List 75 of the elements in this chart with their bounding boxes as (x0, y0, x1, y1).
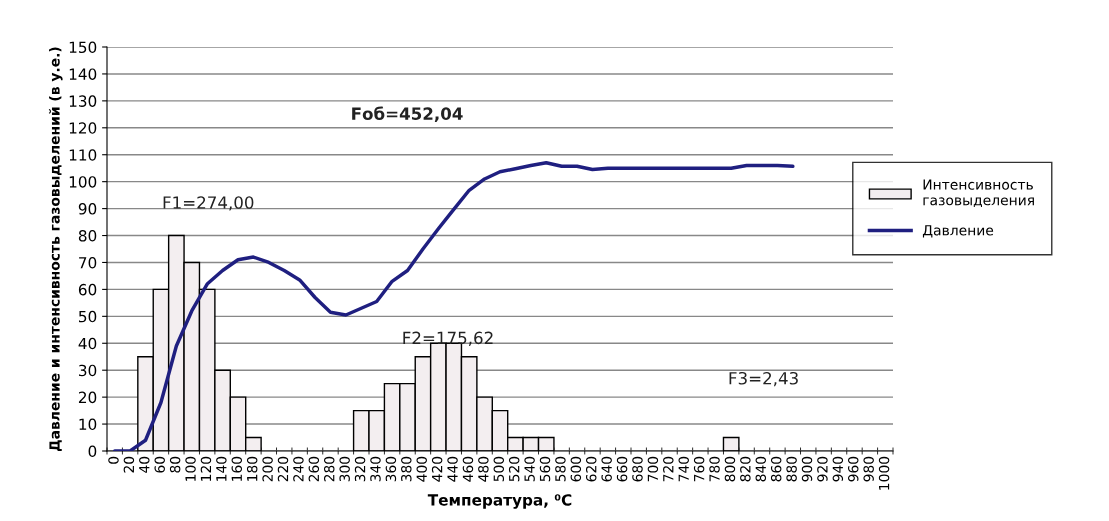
x-tick-label: 500 (493, 456, 505, 482)
x-tick-label: 40 (139, 456, 150, 473)
x-tick-label: 100 (185, 456, 196, 481)
x-tick-label: 700 (647, 456, 659, 482)
y-tick-label: 20 (78, 391, 97, 404)
x-tick-label: 280 (323, 456, 335, 482)
x-tick-label: 400 (416, 456, 427, 482)
x-tick-label: 840 (755, 456, 767, 482)
x-tick-label: 320 (354, 456, 366, 482)
x-tick-label: 740 (678, 456, 689, 482)
x-tick-label: 120 (200, 456, 212, 481)
x-tick-label: 260 (308, 456, 320, 482)
annotation: F1=274,00 (163, 196, 254, 211)
x-tick-label: 60 (154, 456, 165, 473)
x-tick-label: 980 (863, 456, 874, 482)
x-tick-label: 460 (462, 456, 474, 482)
y-tick-label: 120 (69, 122, 97, 134)
y-tick-label: 110 (69, 149, 97, 161)
y-tick-label: 100 (69, 176, 97, 188)
x-tick-label: 240 (293, 456, 304, 482)
y-tick-label: 130 (69, 95, 97, 107)
y-tick-label: 30 (79, 364, 97, 377)
y-tick-label: 10 (79, 418, 97, 431)
x-tick-label: 160 (231, 456, 243, 481)
annotation: Fоб=452,04 (352, 106, 463, 123)
x-tick-label: 420 (431, 456, 443, 482)
x-tick-label: 20 (123, 456, 135, 473)
x-tick-label: 1000 (878, 456, 890, 490)
y-axis-title: Давление и интенсивность газовыделений (в у.е.) (48, 47, 63, 451)
x-tick-label: 860 (770, 456, 782, 482)
x-tick-label: 220 (277, 456, 289, 482)
x-tick-label: 620 (585, 456, 597, 482)
x-tick-label: 960 (847, 456, 859, 482)
x-tick-label: 880 (786, 456, 797, 482)
y-tick-label: 80 (78, 230, 97, 242)
x-tick-label: 680 (632, 456, 643, 482)
legend-label: Интенсивность газовыделения (923, 179, 1034, 208)
x-tick-label: 180 (246, 456, 258, 481)
y-tick-label: 150 (69, 41, 97, 54)
y-tick-label: 40 (78, 337, 97, 350)
x-tick-label: 540 (524, 456, 535, 482)
y-tick-label: 70 (79, 256, 97, 269)
x-tick-label: 900 (801, 456, 813, 482)
x-tick-label: 140 (216, 456, 227, 481)
x-tick-label: 940 (832, 456, 844, 482)
x-tick-label: 800 (724, 456, 736, 482)
x-axis-title: Температура, ⁰C (427, 494, 572, 509)
x-tick-label: 0 (108, 456, 119, 464)
y-tick-label: 90 (78, 203, 97, 215)
x-tick-label: 360 (385, 456, 397, 482)
annotation: F2=175,62 (403, 331, 493, 346)
y-tick-label: 140 (69, 68, 97, 80)
x-tick-label: 580 (555, 456, 566, 482)
x-tick-label: 780 (709, 456, 720, 482)
x-tick-label: 640 (601, 456, 612, 482)
x-tick-label: 340 (370, 456, 381, 482)
x-tick-label: 440 (447, 456, 458, 482)
annotation: F3=2,43 (729, 371, 798, 387)
y-tick-label: 50 (79, 310, 97, 323)
x-tick-label: 600 (570, 456, 582, 482)
x-tick-label: 200 (262, 456, 273, 482)
x-tick-label: 80 (169, 456, 181, 473)
x-tick-label: 720 (663, 456, 674, 482)
x-tick-label: 760 (693, 456, 705, 482)
x-tick-label: 300 (339, 456, 350, 482)
x-tick-label: 480 (478, 456, 489, 482)
y-tick-label: 60 (78, 283, 97, 296)
x-tick-label: 380 (401, 456, 412, 482)
x-tick-label: 820 (740, 456, 751, 482)
y-tick-label: 0 (88, 445, 97, 458)
x-tick-label: 660 (616, 456, 628, 482)
x-tick-label: 920 (817, 456, 828, 482)
legend-label: Давление (922, 225, 994, 238)
x-tick-label: 520 (508, 456, 520, 482)
x-tick-label: 560 (539, 456, 551, 482)
